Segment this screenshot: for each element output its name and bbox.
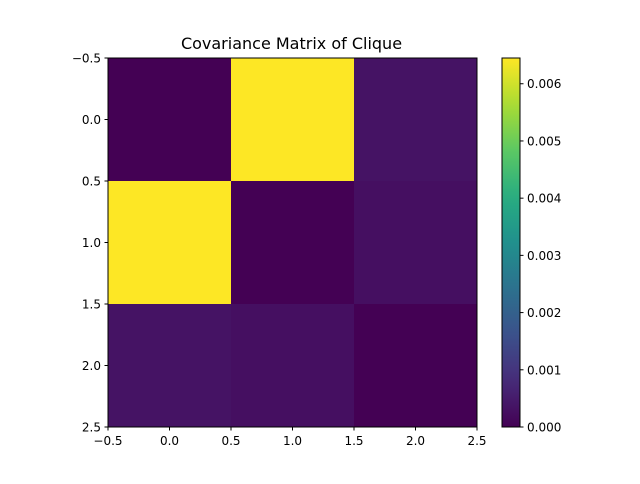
- y-tick-label: 2.5: [82, 421, 101, 435]
- colorbar-tick-label: 0.002: [527, 306, 561, 320]
- y-tick-label: 1.0: [82, 236, 101, 250]
- heatmap-cell-r0-c0: [108, 58, 231, 181]
- x-tick-label: 0.5: [221, 434, 240, 448]
- x-tick-label: 2.5: [467, 434, 486, 448]
- colorbar-tick-label: 0.003: [527, 249, 561, 263]
- heatmap-cell-r1-c1: [231, 181, 354, 304]
- colorbar-tick-label: 0.006: [527, 77, 561, 91]
- y-tick-label: 0.5: [82, 175, 101, 189]
- y-tick-label: 0.0: [82, 113, 101, 127]
- x-tick-label: 2.0: [406, 434, 425, 448]
- heatmap-cell-r0-c1: [231, 58, 354, 181]
- heatmap-cell-r0-c2: [354, 58, 477, 181]
- heatmap-cell-r1-c2: [354, 181, 477, 304]
- colorbar-tick-label: 0.005: [527, 134, 561, 148]
- chart-title: Covariance Matrix of Clique: [181, 34, 402, 53]
- colorbar: 0.000 0.001 0.002 0.003 0.004 0.005 0.006: [501, 57, 561, 435]
- heatmap-cells: [108, 58, 477, 427]
- colorbar-tick-label: 0.004: [527, 192, 561, 206]
- heatmap-cell-r2-c0: [108, 304, 231, 427]
- x-tick-label: −0.5: [93, 434, 122, 448]
- heatmap-cell-r2-c1: [231, 304, 354, 427]
- colorbar-tick-label: 0.000: [527, 421, 561, 435]
- axes: −0.5 0.0 0.5 1.0 1.5 2.0 2.5−0.50.00.51.01.52.…: [72, 52, 487, 449]
- heatmap-cell-r1-c0: [108, 181, 231, 304]
- heatmap-cell-r2-c2: [354, 304, 477, 427]
- x-tick-label: 1.5: [344, 434, 363, 448]
- x-tick-label: 0.0: [160, 434, 179, 448]
- y-tick-label: 1.5: [82, 298, 101, 312]
- y-tick-label: −0.5: [72, 52, 101, 66]
- x-tick-label: 1.0: [283, 434, 302, 448]
- colorbar-tick-label: 0.001: [527, 363, 561, 377]
- colorbar-gradient: [501, 57, 521, 428]
- y-tick-label: 2.0: [82, 359, 101, 373]
